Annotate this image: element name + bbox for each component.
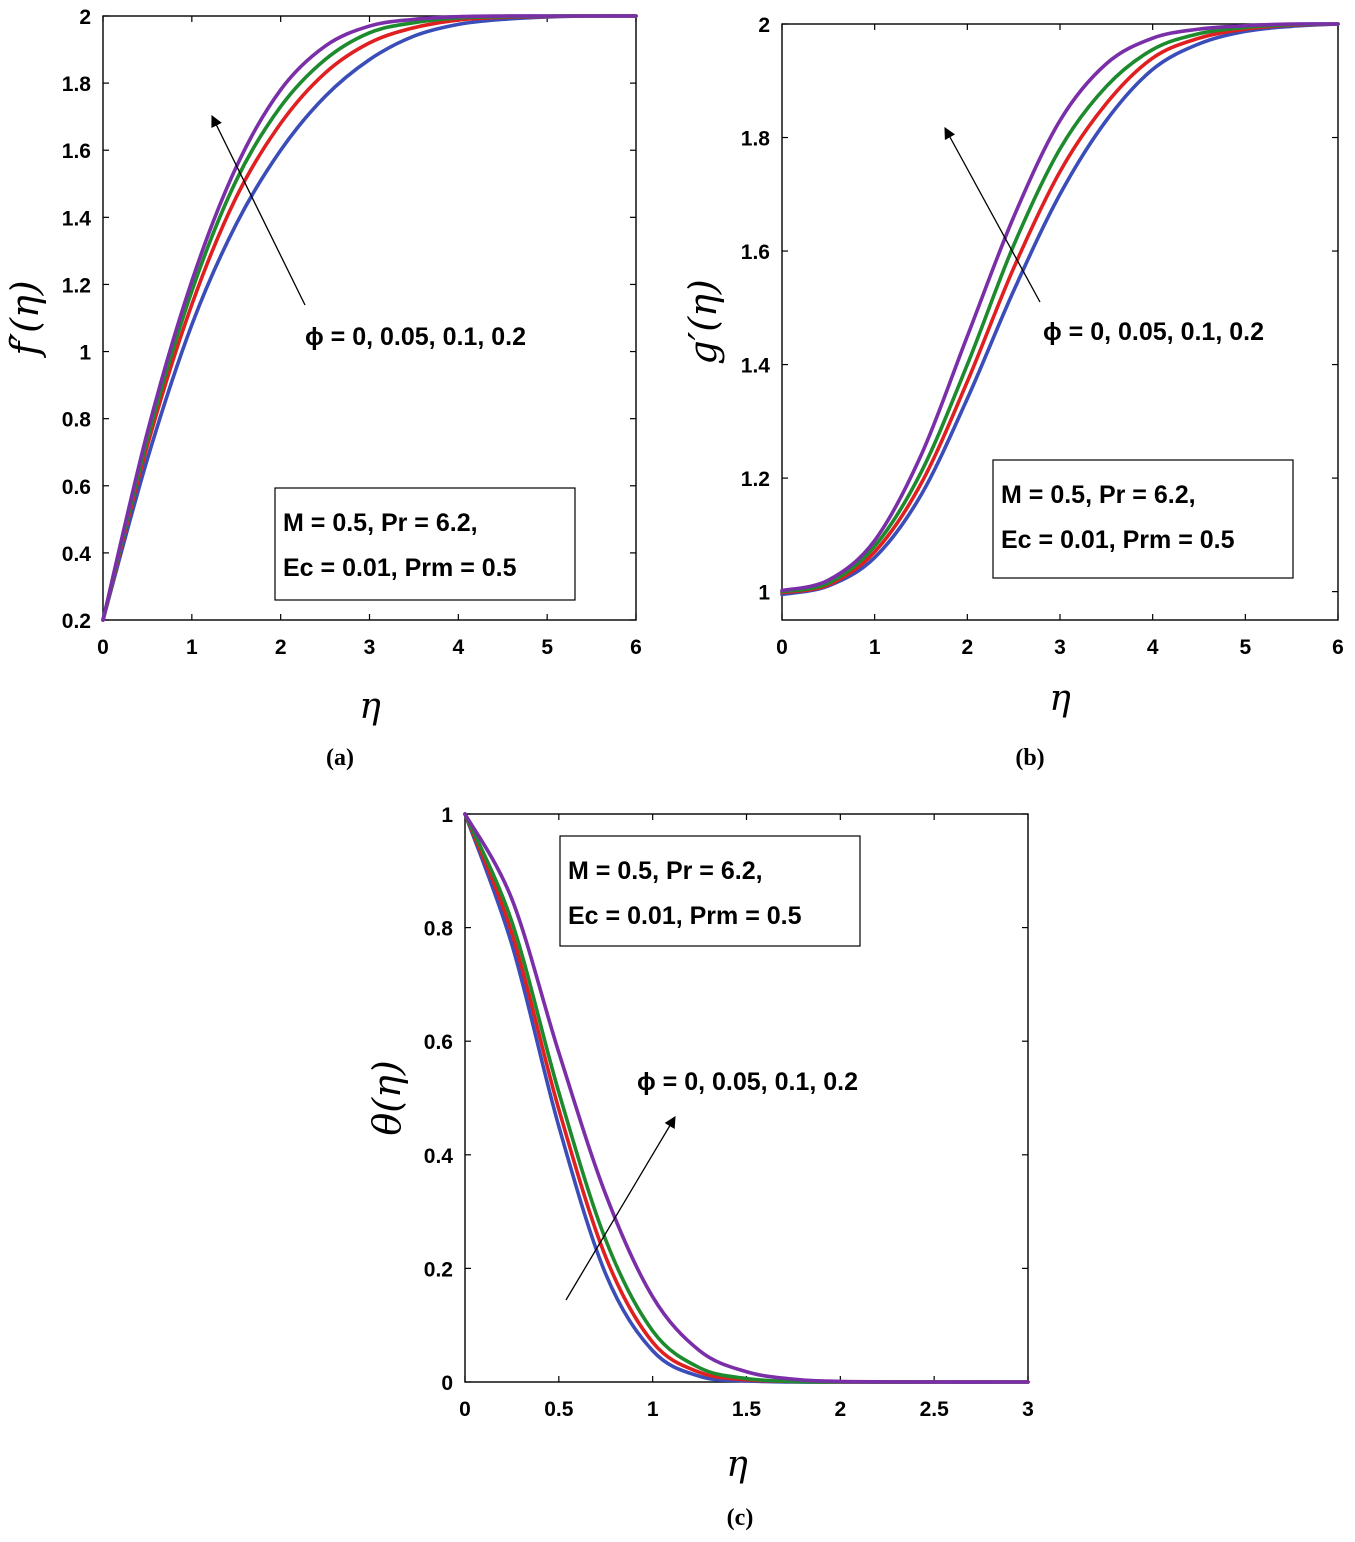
panel-caption: (b) xyxy=(1015,745,1044,771)
y-tick-label: 0.4 xyxy=(424,1145,454,1168)
x-tick-label: 1 xyxy=(647,1398,659,1421)
series-line-a-3 xyxy=(101,14,638,622)
parameter-line-2: Ec = 0.01, Prm = 0.5 xyxy=(568,902,802,930)
y-tick-label: 1.6 xyxy=(62,140,91,163)
parameter-line-1: M = 0.5, Pr = 6.2, xyxy=(283,509,478,537)
panel-caption: (a) xyxy=(326,745,354,771)
x-tick-label: 6 xyxy=(1332,636,1344,659)
y-tick-label: 2 xyxy=(758,14,770,37)
y-tick-label: 1 xyxy=(758,582,770,605)
y-tick-label: 0.4 xyxy=(62,543,92,566)
y-tick-label: 1.2 xyxy=(741,468,770,491)
x-axis-label: η xyxy=(726,1444,748,1485)
phi-annotation: ϕ = 0, 0.05, 0.1, 0.2 xyxy=(1043,318,1264,346)
y-tick-label: 1.8 xyxy=(741,128,771,151)
annotation-arrow xyxy=(944,126,1041,303)
panel-caption: (c) xyxy=(727,1505,754,1531)
x-tick-label: 2 xyxy=(834,1398,846,1421)
y-tick-label: 0.2 xyxy=(424,1258,453,1281)
x-tick-label: 0 xyxy=(97,636,109,659)
annotation-arrow xyxy=(565,1115,676,1301)
x-tick-label: 4 xyxy=(452,636,464,659)
y-tick-label: 1.6 xyxy=(741,241,770,264)
x-tick-label: 3 xyxy=(1054,636,1066,659)
series-line-b-1 xyxy=(780,22,1340,595)
y-tick-label: 0.2 xyxy=(62,610,91,633)
y-tick-label: 1.4 xyxy=(741,355,771,378)
x-axis-label: η xyxy=(359,686,381,727)
panel-b: 0 1 2 3 4 5 6 1 1.2 1.4 1.6 1.8 2 g′(η) η(b) M = 0.5, P… xyxy=(681,14,1344,771)
y-tick-label: 0 xyxy=(441,1372,453,1395)
y-tick-label: 2 xyxy=(79,6,91,29)
y-tick-label: 0.6 xyxy=(62,476,91,499)
y-axis-label: g′(η) xyxy=(681,279,725,364)
y-axis-label: θ(η) xyxy=(365,1060,409,1135)
x-tick-label: 1 xyxy=(186,636,198,659)
x-tick-label: 0 xyxy=(776,636,788,659)
x-tick-label: 2 xyxy=(961,636,973,659)
x-tick-label: 1 xyxy=(869,636,881,659)
phi-annotation: ϕ = 0, 0.05, 0.1, 0.2 xyxy=(305,323,526,351)
x-axis-label: η xyxy=(1049,678,1071,719)
x-tick-label: 0.5 xyxy=(544,1398,574,1421)
phi-annotation: ϕ = 0, 0.05, 0.1, 0.2 xyxy=(637,1068,858,1096)
series-line-b-0 xyxy=(780,22,1340,597)
series-line-b-3 xyxy=(780,22,1340,593)
y-tick-label: 1.2 xyxy=(62,274,91,297)
parameter-line-2: Ec = 0.01, Prm = 0.5 xyxy=(1001,526,1235,554)
parameter-line-2: Ec = 0.01, Prm = 0.5 xyxy=(283,554,517,582)
parameter-line-1: M = 0.5, Pr = 6.2, xyxy=(568,857,763,885)
parameter-box xyxy=(274,487,576,601)
parameter-box xyxy=(559,835,861,947)
x-tick-label: 1.5 xyxy=(732,1398,762,1421)
series-line-b-2 xyxy=(780,22,1340,594)
panel-c: 0 0.5 1 1.5 2 2.5 3 0 0.2 0.4 0.6 0.8 1 θ(η) η (c) M = 0… xyxy=(365,804,1034,1531)
x-tick-label: 3 xyxy=(364,636,376,659)
parameter-line-1: M = 0.5, Pr = 6.2, xyxy=(1001,481,1196,509)
y-tick-label: 1.4 xyxy=(62,207,92,230)
y-tick-label: 1.8 xyxy=(62,73,92,96)
panel-a: 0 1 2 3 4 5 6 0.2 0.4 0.6 0.8 1 1.2 1.4 1.6 1.8 2 f′(η) η(… xyxy=(3,6,642,771)
x-tick-label: 4 xyxy=(1147,636,1159,659)
x-tick-label: 6 xyxy=(630,636,642,659)
y-tick-label: 1 xyxy=(79,342,91,365)
x-tick-label: 5 xyxy=(541,636,553,659)
y-tick-label: 0.8 xyxy=(424,918,454,941)
parameter-box xyxy=(992,459,1294,579)
annotation-arrow xyxy=(211,114,306,306)
x-tick-label: 0 xyxy=(459,1398,471,1421)
y-axis-label: f′(η) xyxy=(3,280,47,358)
y-tick-label: 1 xyxy=(441,804,453,827)
x-tick-label: 2 xyxy=(275,636,287,659)
x-tick-label: 2.5 xyxy=(920,1398,950,1421)
y-tick-label: 0.8 xyxy=(62,409,92,432)
x-tick-label: 3 xyxy=(1022,1398,1034,1421)
x-tick-label: 5 xyxy=(1239,636,1251,659)
y-tick-label: 0.6 xyxy=(424,1031,453,1054)
series-line-c-3 xyxy=(463,812,1030,1384)
